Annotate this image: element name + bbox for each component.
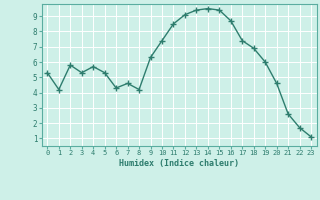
X-axis label: Humidex (Indice chaleur): Humidex (Indice chaleur) — [119, 159, 239, 168]
